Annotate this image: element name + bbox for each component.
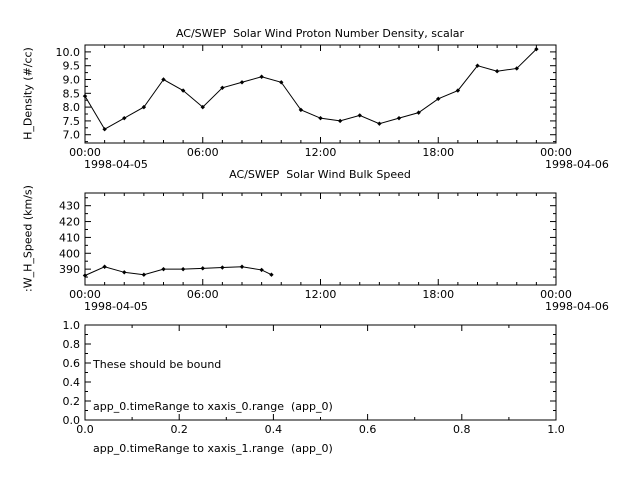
svg-text:00:00: 00:00 — [540, 288, 572, 301]
svg-text:10.0: 10.0 — [56, 46, 81, 59]
svg-text:06:00: 06:00 — [187, 146, 219, 159]
svg-text:7.5: 7.5 — [63, 115, 81, 128]
svg-text:0.6: 0.6 — [359, 423, 377, 436]
svg-text:0.8: 0.8 — [63, 338, 81, 351]
svg-text:06:00: 06:00 — [187, 288, 219, 301]
speed-start-date-label: 1998-04-05 — [84, 300, 148, 313]
svg-text:0.0: 0.0 — [63, 414, 81, 427]
svg-text:390: 390 — [59, 263, 80, 276]
binding-annotation: These should be bound app_0.timeRange to… — [93, 330, 333, 480]
svg-text:9.0: 9.0 — [63, 74, 81, 87]
svg-text:0.4: 0.4 — [265, 423, 283, 436]
annotation-line-2: app_0.timeRange to xaxis_0.range (app_0) — [93, 400, 333, 413]
svg-text:430: 430 — [59, 200, 80, 213]
svg-text:400: 400 — [59, 247, 80, 260]
svg-text:420: 420 — [59, 216, 80, 229]
svg-text:9.5: 9.5 — [63, 60, 81, 73]
svg-text:0.8: 0.8 — [453, 423, 471, 436]
speed-end-date-label: 1998-04-06 — [545, 300, 609, 313]
svg-text:8.5: 8.5 — [63, 87, 81, 100]
svg-text:12:00: 12:00 — [305, 288, 337, 301]
density-end-date-label: 1998-04-06 — [545, 158, 609, 171]
empty-bound-plot: 0.0 0.2 0.4 0.6 0.8 1.0 0.0 0.2 0.4 0.6 0.8 1.0 — [63, 319, 565, 436]
speed-plot: 390 400 410 420 430 00:00 06:00 12:00 18:00 00:00 — [59, 192, 572, 301]
svg-text:8.0: 8.0 — [63, 101, 81, 114]
density-plot-title: AC/SWEP Solar Wind Proton Number Density… — [175, 27, 465, 40]
svg-text:0.2: 0.2 — [170, 423, 188, 436]
density-plot: 7.07.58.08.59.09.510.0 00:00 06:00 12:00 18:… — [56, 44, 572, 159]
svg-text:0.4: 0.4 — [63, 376, 81, 389]
svg-text:00:00: 00:00 — [69, 146, 101, 159]
svg-text:7.0: 7.0 — [63, 129, 81, 142]
svg-text:18:00: 18:00 — [422, 146, 454, 159]
svg-text:12:00: 12:00 — [305, 146, 337, 159]
svg-text:0.0: 0.0 — [76, 423, 94, 436]
annotation-line-3: app_0.timeRange to xaxis_1.range (app_0) — [93, 442, 333, 455]
svg-text:410: 410 — [59, 231, 80, 244]
annotation-line-1: These should be bound — [93, 358, 222, 371]
svg-text:0.6: 0.6 — [63, 357, 81, 370]
svg-text:1.0: 1.0 — [63, 319, 81, 332]
svg-text:1.0: 1.0 — [547, 423, 565, 436]
svg-text:00:00: 00:00 — [540, 146, 572, 159]
svg-text:00:00: 00:00 — [69, 288, 101, 301]
speed-y-axis-label: :W_H_Speed (km/s) — [21, 185, 35, 292]
density-y-axis-label: H_Density (#/cc) — [21, 47, 35, 140]
svg-text:18:00: 18:00 — [422, 288, 454, 301]
svg-text:0.2: 0.2 — [63, 395, 81, 408]
density-start-date-label: 1998-04-05 — [84, 158, 148, 171]
speed-plot-title: AC/SWEP Solar Wind Bulk Speed — [229, 168, 411, 181]
